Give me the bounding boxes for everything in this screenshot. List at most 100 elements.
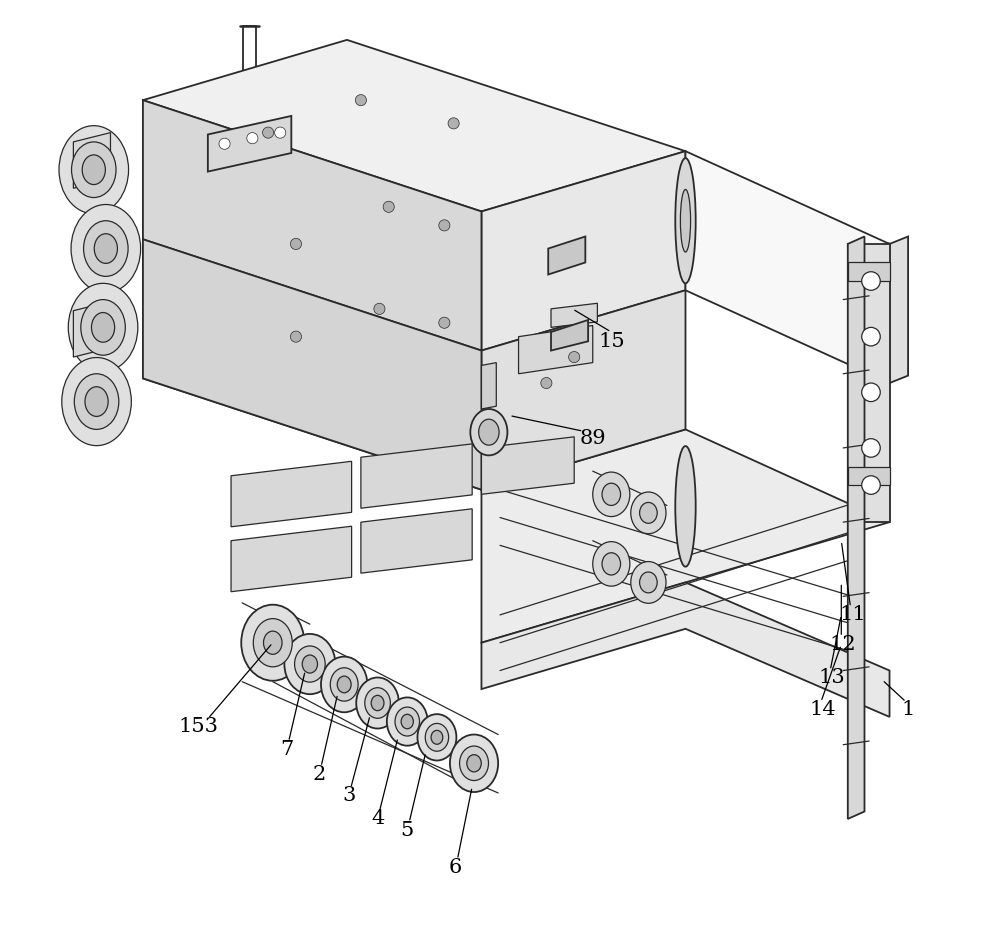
Text: 2: 2 [313, 765, 326, 784]
Text: 7: 7 [280, 740, 293, 759]
Ellipse shape [425, 723, 449, 751]
Ellipse shape [675, 158, 696, 284]
Ellipse shape [321, 657, 367, 712]
Ellipse shape [253, 619, 292, 667]
Text: 14: 14 [809, 700, 836, 719]
Ellipse shape [72, 142, 116, 198]
Polygon shape [143, 239, 481, 490]
Polygon shape [143, 100, 481, 351]
Ellipse shape [593, 542, 630, 586]
Ellipse shape [467, 755, 481, 772]
Ellipse shape [91, 313, 115, 342]
Ellipse shape [431, 731, 443, 745]
Ellipse shape [460, 746, 488, 781]
Polygon shape [73, 132, 110, 188]
Text: 4: 4 [371, 810, 384, 829]
Polygon shape [481, 437, 574, 494]
Text: 15: 15 [598, 332, 625, 351]
Text: 12: 12 [830, 635, 856, 654]
Ellipse shape [680, 189, 691, 252]
Polygon shape [231, 461, 352, 527]
Polygon shape [848, 244, 890, 522]
Ellipse shape [640, 503, 657, 523]
Ellipse shape [295, 646, 325, 682]
Circle shape [374, 303, 385, 314]
Circle shape [862, 272, 880, 290]
Ellipse shape [68, 284, 138, 371]
Polygon shape [548, 236, 585, 274]
Ellipse shape [631, 562, 666, 604]
Circle shape [355, 94, 366, 105]
Polygon shape [481, 290, 685, 490]
Ellipse shape [330, 668, 358, 701]
Ellipse shape [264, 631, 282, 654]
Polygon shape [848, 262, 890, 281]
Ellipse shape [470, 409, 507, 455]
Polygon shape [481, 151, 685, 351]
Polygon shape [361, 444, 472, 508]
Polygon shape [890, 236, 908, 383]
Ellipse shape [59, 126, 129, 214]
Ellipse shape [302, 655, 318, 673]
Circle shape [439, 317, 450, 328]
Ellipse shape [365, 688, 390, 718]
Text: 3: 3 [342, 787, 356, 805]
Ellipse shape [631, 492, 666, 534]
Circle shape [263, 127, 274, 138]
Ellipse shape [417, 714, 456, 760]
Ellipse shape [84, 221, 128, 276]
Ellipse shape [356, 677, 399, 729]
Ellipse shape [401, 715, 413, 729]
Ellipse shape [62, 357, 131, 446]
Polygon shape [519, 326, 593, 374]
Polygon shape [231, 526, 352, 592]
Ellipse shape [82, 155, 105, 185]
Text: 89: 89 [579, 429, 606, 448]
Polygon shape [481, 582, 890, 717]
Ellipse shape [387, 698, 428, 745]
Circle shape [275, 127, 286, 138]
Text: 5: 5 [401, 820, 414, 840]
Ellipse shape [337, 676, 351, 693]
Ellipse shape [640, 572, 657, 592]
Text: 11: 11 [839, 606, 866, 624]
Text: 153: 153 [179, 717, 219, 736]
Polygon shape [208, 116, 291, 172]
Polygon shape [361, 508, 472, 573]
Polygon shape [481, 363, 496, 409]
Circle shape [448, 118, 459, 129]
Circle shape [439, 220, 450, 231]
Ellipse shape [284, 634, 335, 694]
Circle shape [541, 378, 552, 389]
Ellipse shape [94, 233, 117, 263]
Ellipse shape [71, 204, 141, 293]
Circle shape [862, 327, 880, 346]
Circle shape [290, 238, 302, 249]
Text: 6: 6 [449, 857, 462, 877]
Circle shape [247, 132, 258, 144]
Ellipse shape [74, 374, 119, 429]
Polygon shape [551, 303, 597, 327]
Circle shape [219, 138, 230, 149]
Polygon shape [551, 320, 588, 351]
Ellipse shape [602, 552, 621, 575]
Circle shape [569, 352, 580, 363]
Polygon shape [143, 40, 685, 212]
Circle shape [862, 476, 880, 494]
Polygon shape [848, 466, 890, 485]
Circle shape [862, 383, 880, 401]
Circle shape [383, 202, 394, 213]
Ellipse shape [675, 446, 696, 566]
Ellipse shape [85, 387, 108, 416]
Ellipse shape [479, 419, 499, 445]
Text: 13: 13 [819, 668, 845, 688]
Text: 1: 1 [901, 700, 915, 719]
Polygon shape [481, 429, 890, 643]
Polygon shape [685, 151, 890, 383]
Ellipse shape [371, 695, 384, 711]
Ellipse shape [395, 707, 419, 736]
Polygon shape [73, 301, 110, 357]
Ellipse shape [450, 734, 498, 792]
Circle shape [862, 439, 880, 457]
Ellipse shape [81, 299, 125, 355]
